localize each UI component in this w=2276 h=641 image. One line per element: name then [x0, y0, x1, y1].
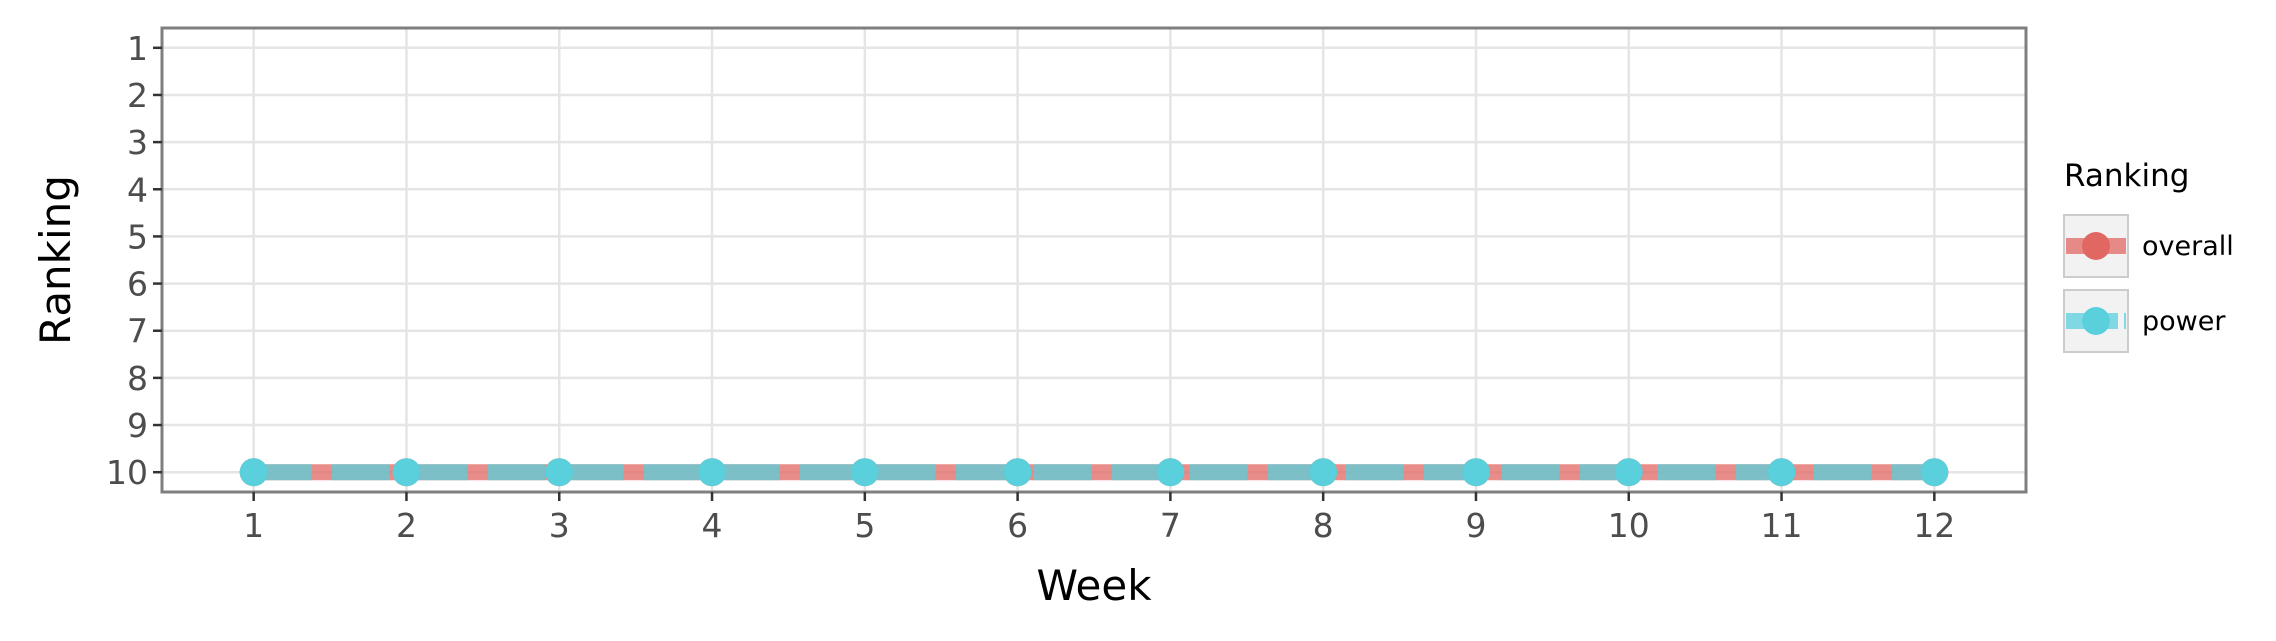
- x-tick-label: 4: [702, 506, 723, 545]
- legend: Ranking overall power: [2063, 158, 2234, 353]
- legend-label-overall: overall: [2142, 231, 2234, 262]
- y-tick-label: 6: [127, 265, 148, 304]
- y-tick-label: 4: [127, 170, 148, 209]
- x-tick-label: 2: [396, 506, 417, 545]
- y-tick-label: 9: [127, 406, 148, 445]
- data-point-power: [1767, 458, 1796, 487]
- x-axis-label: Week: [1036, 561, 1152, 610]
- x-tick-label: 11: [1761, 506, 1803, 545]
- y-tick-label: 2: [127, 76, 148, 115]
- legend-label-power: power: [2142, 306, 2226, 337]
- data-point-power: [1309, 458, 1338, 487]
- data-point-power: [1920, 458, 1949, 487]
- data-point-power: [1156, 458, 1185, 487]
- x-tick-label: 6: [1007, 506, 1028, 545]
- data-point-power: [850, 458, 879, 487]
- y-tick-label: 10: [106, 453, 148, 492]
- legend-title: Ranking: [2064, 158, 2189, 194]
- plot-panel-border: [160, 26, 2028, 494]
- x-tick-label: 8: [1313, 506, 1334, 545]
- series-layer: [239, 458, 1949, 487]
- x-tick-label: 5: [854, 506, 875, 545]
- legend-point-power: [2082, 307, 2110, 335]
- x-tick-label: 10: [1608, 506, 1650, 545]
- y-tick-label: 1: [127, 29, 148, 68]
- data-point-power: [239, 458, 268, 487]
- data-point-power: [1614, 458, 1643, 487]
- legend-point-overall: [2082, 232, 2110, 260]
- data-point-power: [1003, 458, 1032, 487]
- x-tick-label: 3: [549, 506, 570, 545]
- x-tick-label: 12: [1913, 506, 1955, 545]
- y-tick-label: 8: [127, 359, 148, 398]
- y-tick-label: 7: [127, 312, 148, 351]
- data-point-power: [698, 458, 727, 487]
- x-tick-label: 7: [1160, 506, 1181, 545]
- x-tick-label: 1: [243, 506, 264, 545]
- y-tick-label: 3: [127, 123, 148, 162]
- data-point-power: [392, 458, 421, 487]
- legend-items: overall power: [2063, 214, 2234, 353]
- data-point-power: [1461, 458, 1490, 487]
- x-tick-label: 9: [1465, 506, 1486, 545]
- y-axis-label: Ranking: [31, 175, 80, 345]
- data-point-power: [545, 458, 574, 487]
- y-tick-label: 5: [127, 217, 148, 256]
